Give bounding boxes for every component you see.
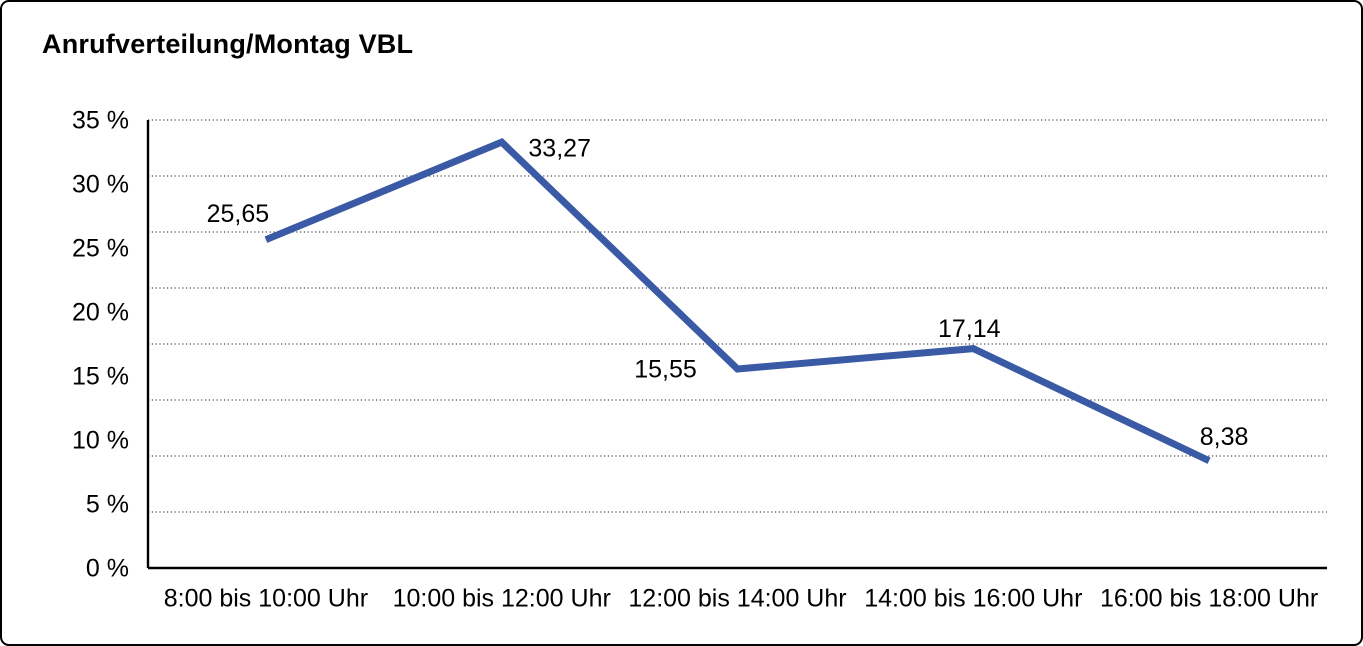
y-axis-tick-label: 20 %	[72, 299, 129, 327]
data-point-label: 17,14	[938, 315, 1001, 343]
data-point-label: 8,38	[1200, 423, 1249, 451]
x-axis-category-label: 16:00 bis 18:00 Uhr	[1100, 585, 1318, 613]
series-line	[264, 138, 1211, 464]
chart-title: Anrufverteilung/Montag VBL	[42, 29, 414, 59]
y-axis-tick-label: 35 %	[72, 107, 129, 135]
x-axis-category-label: 10:00 bis 12:00 Uhr	[393, 585, 611, 613]
data-point-label: 15,55	[634, 355, 697, 383]
y-axis-tick-label: 5 %	[86, 491, 129, 519]
x-axis-category-label: 8:00 bis 10:00 Uhr	[164, 585, 368, 613]
x-axis-category-label: 12:00 bis 14:00 Uhr	[628, 585, 846, 613]
y-axis-tick-label: 30 %	[72, 171, 129, 199]
y-axis-tick-label: 25 %	[72, 235, 129, 263]
y-axis-tick-label: 10 %	[72, 427, 129, 455]
y-axis-tick-label: 15 %	[72, 363, 129, 391]
y-axis-tick-label: 0 %	[86, 555, 129, 583]
data-point-label: 25,65	[207, 200, 270, 228]
x-axis-category-label: 14:00 bis 16:00 Uhr	[864, 585, 1082, 613]
data-point-label: 33,27	[528, 135, 591, 163]
